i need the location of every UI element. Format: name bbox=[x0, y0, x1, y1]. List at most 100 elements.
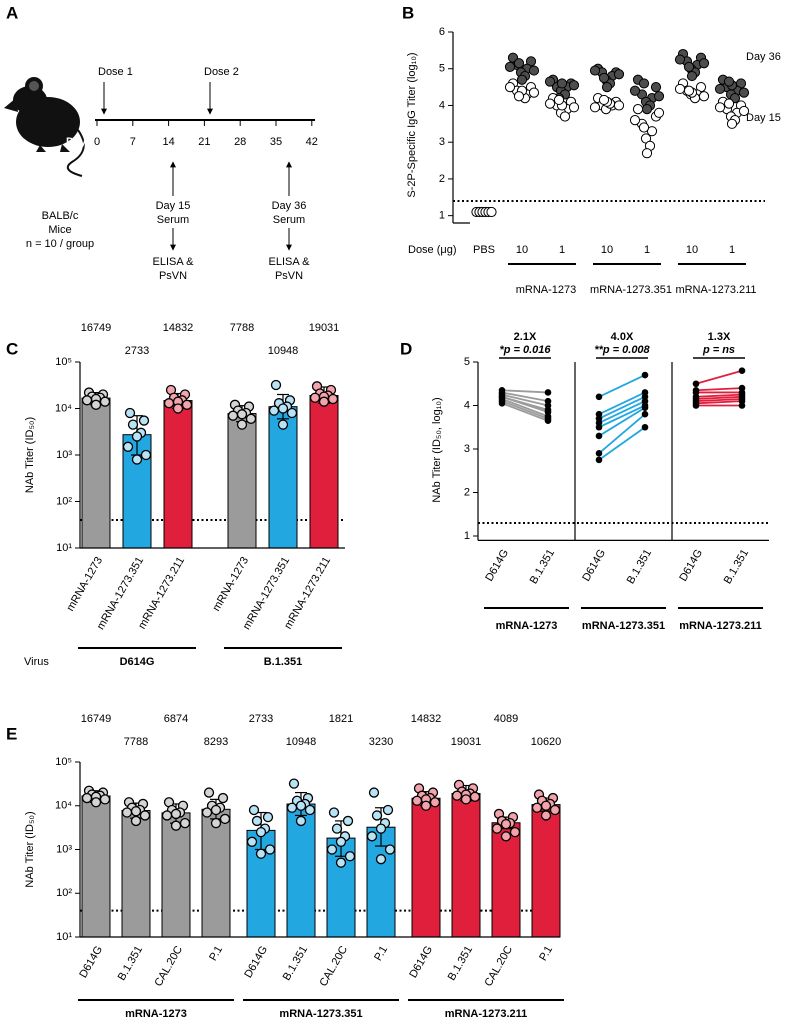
timeline-tick-label: 7 bbox=[130, 136, 136, 148]
bar bbox=[268, 406, 298, 549]
point bbox=[219, 813, 231, 825]
point bbox=[99, 396, 111, 407]
y-tick-label: 10⁴ bbox=[55, 402, 72, 414]
pair-line bbox=[598, 391, 646, 416]
point bbox=[509, 826, 521, 838]
timeline-tick-label: 0 bbox=[94, 136, 100, 148]
value-label: 6874 bbox=[164, 713, 188, 725]
x-tick-label: 10 bbox=[686, 244, 698, 256]
y-tick-label: 5 bbox=[464, 356, 470, 368]
point bbox=[130, 806, 142, 817]
y-tick-label: 2 bbox=[464, 486, 470, 498]
panel-label: D bbox=[400, 339, 412, 358]
bar bbox=[81, 795, 111, 938]
point bbox=[653, 91, 665, 102]
timeline-tick-label: 35 bbox=[270, 136, 282, 148]
x-tick-label: D614G bbox=[677, 547, 705, 583]
point bbox=[429, 797, 441, 808]
p-label: **p = 0.008 bbox=[594, 344, 650, 356]
panel-label: A bbox=[6, 3, 18, 22]
point bbox=[650, 81, 662, 93]
point bbox=[544, 98, 556, 109]
group-label: mRNA-1273 bbox=[516, 284, 577, 296]
point bbox=[277, 419, 289, 430]
point bbox=[179, 818, 191, 829]
point bbox=[595, 393, 603, 401]
point bbox=[513, 58, 525, 69]
point bbox=[738, 367, 746, 375]
point bbox=[127, 419, 139, 430]
point bbox=[327, 393, 339, 405]
pair-line bbox=[501, 395, 549, 413]
point bbox=[638, 122, 650, 133]
value-label: 14832 bbox=[411, 713, 442, 725]
y-tick-label: 4 bbox=[439, 99, 445, 111]
point bbox=[692, 402, 700, 409]
point bbox=[553, 94, 565, 106]
point bbox=[641, 371, 649, 379]
point bbox=[342, 815, 354, 827]
point bbox=[131, 431, 143, 442]
point bbox=[500, 818, 512, 830]
y-axis-label: NAb Titer (ID₅₀) bbox=[24, 811, 36, 887]
point bbox=[629, 85, 641, 96]
sample-label: Serum bbox=[157, 214, 189, 226]
point bbox=[277, 403, 289, 414]
x-tick-label: mRNA-1273.211 bbox=[282, 555, 333, 631]
point bbox=[170, 808, 182, 820]
point bbox=[138, 415, 150, 426]
group-label: mRNA-1273.211 bbox=[445, 1008, 528, 1020]
point bbox=[491, 823, 503, 834]
legend-label: Day 15 bbox=[746, 112, 781, 124]
y-tick-label: 10¹ bbox=[56, 931, 72, 943]
value-label: 16749 bbox=[81, 322, 112, 334]
point bbox=[335, 836, 347, 847]
timeline-tick-label: 28 bbox=[234, 136, 246, 148]
value-label: 19031 bbox=[309, 322, 340, 334]
x-tick-label: mRNA-1273 bbox=[64, 555, 105, 613]
point bbox=[295, 815, 307, 827]
x-tick-label: D614G bbox=[77, 944, 105, 980]
point bbox=[714, 102, 726, 113]
point bbox=[738, 402, 746, 409]
x-tick-label: P.1 bbox=[207, 944, 225, 963]
point bbox=[544, 389, 552, 396]
point bbox=[130, 815, 142, 827]
y-tick-label: 10³ bbox=[56, 449, 72, 461]
point bbox=[124, 407, 136, 419]
assay-label: ELISA & bbox=[269, 256, 311, 268]
point bbox=[486, 206, 497, 218]
point bbox=[613, 69, 625, 80]
point bbox=[589, 102, 601, 113]
x-tick-label: P.1 bbox=[372, 944, 390, 963]
point bbox=[469, 791, 481, 802]
value-label: 7788 bbox=[230, 322, 254, 334]
pair-line bbox=[598, 400, 646, 424]
point bbox=[544, 417, 552, 425]
pair-line bbox=[695, 387, 743, 392]
point bbox=[201, 807, 213, 818]
point bbox=[248, 804, 260, 816]
point bbox=[638, 78, 650, 89]
point bbox=[674, 54, 686, 65]
x-tick-label: 10 bbox=[601, 244, 613, 256]
point bbox=[140, 449, 152, 461]
point bbox=[641, 410, 649, 418]
timeline-tick-label: 14 bbox=[162, 136, 174, 148]
point bbox=[304, 804, 316, 816]
point bbox=[460, 794, 472, 805]
point bbox=[210, 818, 222, 829]
point bbox=[161, 810, 173, 821]
value-label: 7788 bbox=[124, 736, 148, 748]
point bbox=[181, 399, 193, 410]
point bbox=[227, 410, 239, 421]
y-tick-label: 10² bbox=[56, 887, 72, 899]
point bbox=[568, 80, 580, 91]
point bbox=[270, 379, 282, 391]
point bbox=[653, 107, 665, 118]
panel-a: A Day 0 7 14 21 28 35 42 Dose 1 Dose 2 Day 15 … bbox=[4, 3, 318, 282]
x-tick-label: 10 bbox=[516, 244, 528, 256]
point bbox=[683, 61, 695, 72]
point bbox=[601, 81, 613, 93]
bar bbox=[121, 810, 151, 938]
